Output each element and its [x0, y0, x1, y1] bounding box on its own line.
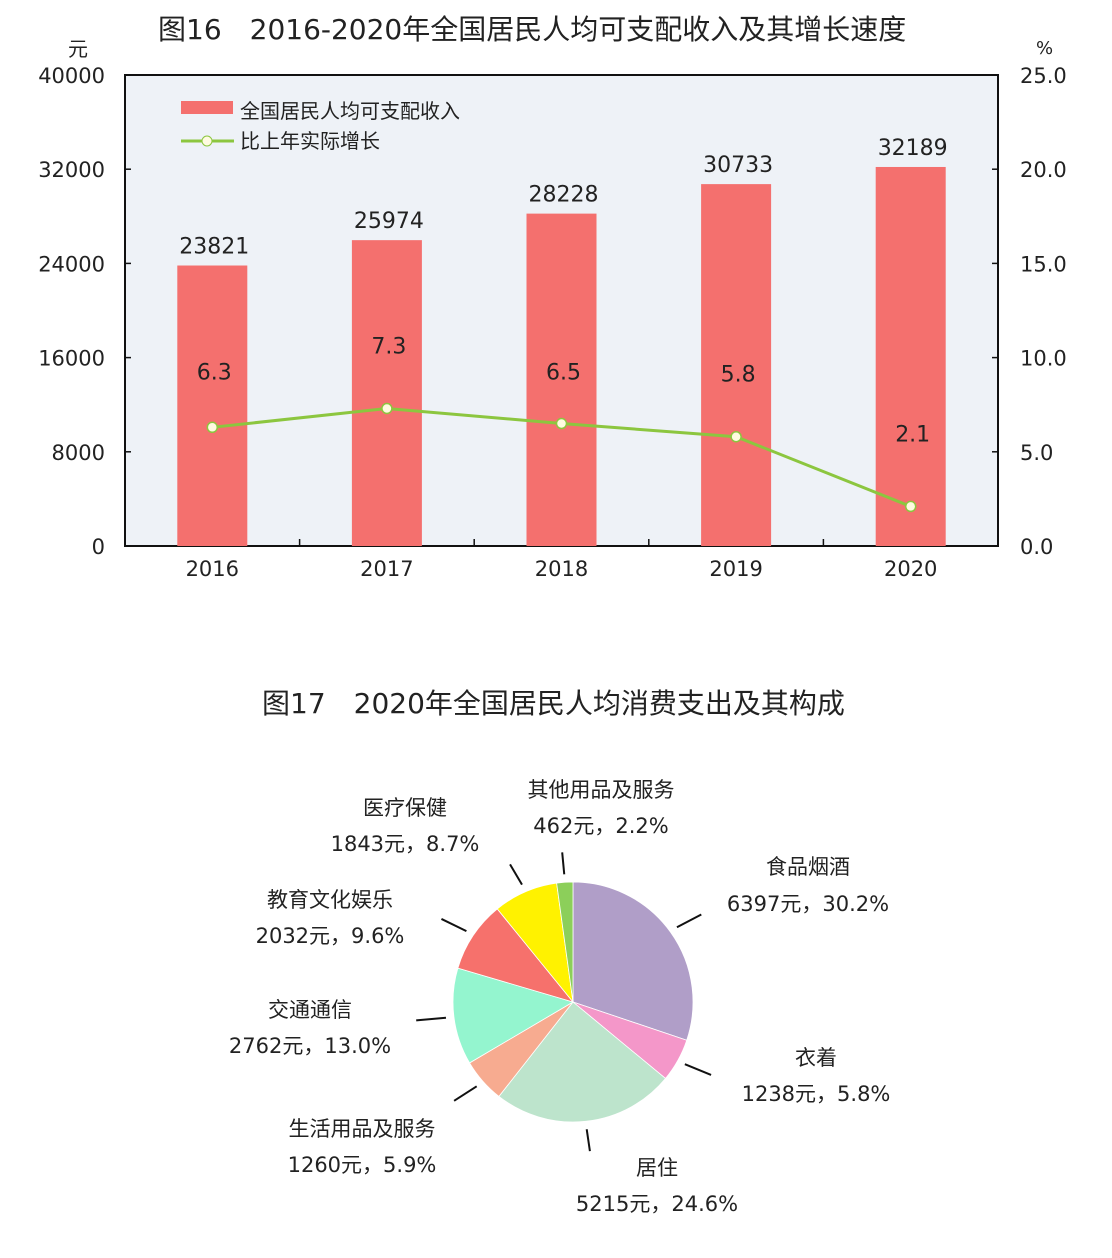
bar-2017 — [351, 240, 422, 547]
x-tick-label: 2018 — [535, 557, 588, 581]
slice-name: 食品烟酒 — [766, 855, 850, 879]
left-tick-label: 16000 — [38, 347, 105, 371]
slice-value: 462元，2.2% — [533, 814, 668, 838]
slice-name: 交通通信 — [268, 998, 352, 1022]
growth-point — [206, 421, 219, 434]
right-tick-label: 0.0 — [1020, 535, 1053, 559]
legend-bar-label: 全国居民人均可支配收入 — [240, 99, 460, 123]
slice-value: 1260元，5.9% — [288, 1153, 437, 1177]
bar-label: 30733 — [703, 153, 773, 178]
slice-value: 1238元，5.8% — [742, 1082, 891, 1106]
growth-label: 6.3 — [197, 360, 232, 385]
left-tick-label: 0 — [92, 535, 105, 559]
bar-label: 32189 — [878, 136, 948, 161]
x-tick-label: 2019 — [709, 557, 762, 581]
bar-2019 — [701, 184, 772, 546]
slice-name: 居住 — [636, 1156, 678, 1180]
slice-name: 医疗保健 — [363, 796, 447, 820]
bar-2016 — [177, 265, 248, 546]
left-tick-label: 40000 — [38, 64, 105, 88]
slice-name: 其他用品及服务 — [528, 778, 675, 802]
legend-bar-swatch — [181, 101, 233, 114]
slice-value: 2032元，9.6% — [256, 924, 405, 948]
slice-value: 5215元，24.6% — [576, 1192, 738, 1216]
income-chart: 0 8000 16000 24000 32000 40000 0.0 5.0 10.0 15.0 2… — [38, 37, 1067, 581]
leader-line — [416, 1016, 447, 1022]
bar-2020 — [875, 166, 946, 546]
slice-name: 生活用品及服务 — [289, 1117, 436, 1141]
growth-label: 7.3 — [371, 334, 406, 359]
leader-line — [441, 918, 467, 933]
leader-line — [676, 913, 702, 929]
x-tick-label: 2020 — [884, 557, 937, 581]
left-tick-label: 24000 — [38, 252, 105, 276]
left-axis-unit: 元 — [68, 37, 88, 61]
leader-line — [684, 1063, 712, 1076]
left-tick-label: 8000 — [52, 441, 105, 465]
slice-value: 1843元，8.7% — [331, 832, 480, 856]
x-tick-label: 2017 — [360, 557, 413, 581]
left-tick-label: 32000 — [38, 158, 105, 182]
chart17-title: 图17 2020年全国居民人均消费支出及其构成 — [262, 687, 845, 720]
growth-point — [381, 402, 393, 415]
right-tick-label: 20.0 — [1020, 158, 1067, 182]
leader-line — [585, 1129, 591, 1152]
slice-value: 6397元，30.2% — [727, 892, 889, 916]
slice-name: 衣着 — [795, 1046, 837, 1070]
right-tick-label: 25.0 — [1020, 64, 1067, 88]
pie-slice-7 — [556, 881, 574, 1003]
growth-point — [904, 500, 917, 513]
leader-line — [509, 863, 523, 886]
right-axis-unit: % — [1036, 38, 1053, 59]
pie-slice-4 — [452, 967, 574, 1064]
right-tick-label: 5.0 — [1020, 441, 1053, 465]
bar-label: 28228 — [529, 183, 599, 208]
pie-slice-2 — [498, 1001, 667, 1123]
growth-label: 5.8 — [721, 363, 756, 388]
bar-label: 25974 — [354, 209, 424, 234]
growth-point — [555, 417, 568, 430]
slice-value: 2762元，13.0% — [229, 1034, 391, 1058]
legend-line-marker — [201, 135, 213, 147]
leader-line — [561, 852, 566, 875]
bar-label: 23821 — [179, 235, 249, 260]
slice-name: 教育文化娱乐 — [267, 888, 393, 912]
legend-line-label: 比上年实际增长 — [240, 129, 380, 153]
bar-2018 — [526, 213, 597, 546]
x-tick-label: 2016 — [186, 557, 239, 581]
right-tick-label: 15.0 — [1020, 252, 1067, 276]
chart16-title: 图16 2016-2020年全国居民人均可支配收入及其增长速度 — [158, 13, 907, 46]
growth-label: 2.1 — [895, 422, 930, 447]
growth-label: 6.5 — [546, 361, 581, 386]
right-tick-label: 10.0 — [1020, 347, 1067, 371]
pie-slice-0 — [572, 881, 694, 1041]
growth-point — [730, 430, 742, 443]
leader-line — [453, 1085, 478, 1102]
